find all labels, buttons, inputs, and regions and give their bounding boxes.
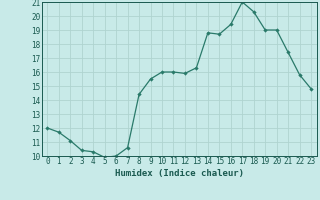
X-axis label: Humidex (Indice chaleur): Humidex (Indice chaleur)	[115, 169, 244, 178]
